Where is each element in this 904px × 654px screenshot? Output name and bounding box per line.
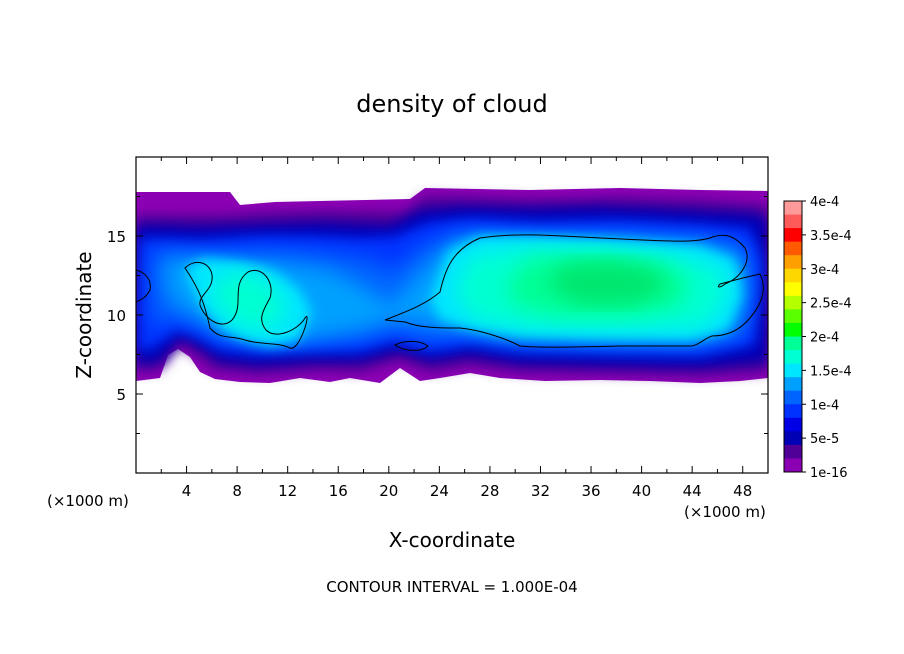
colorbar-swatch	[784, 458, 802, 473]
x-tick-label: 44	[683, 482, 702, 500]
colorbar-swatch	[784, 390, 802, 405]
colorbar-label: 4e-4	[810, 195, 839, 210]
cloud-band-green-peak	[545, 262, 665, 304]
colorbar-label: 3e-4	[810, 263, 839, 278]
colorbar-swatch	[784, 377, 802, 392]
contour-line-left-edge	[136, 269, 151, 303]
x-axis: 4 8 12 16 20 24 28 32 36 40 44 48	[160, 157, 752, 500]
x-tick-label: 32	[531, 482, 550, 500]
colorbar-swatch	[784, 282, 802, 297]
colorbar-swatch	[784, 431, 802, 446]
colorbar-swatch	[784, 309, 802, 324]
colorbar-label: 5e-5	[810, 432, 839, 447]
colorbar-swatch	[784, 336, 802, 351]
colorbar-swatch	[784, 322, 802, 337]
colorbar-label: 3.5e-4	[810, 229, 852, 244]
x-axis-units: (×1000 m)	[684, 503, 766, 521]
contour-line-left-eddy	[184, 261, 308, 349]
y-tick-label: 5	[116, 386, 126, 404]
x-tick-label: 16	[329, 482, 348, 500]
x-tick-label: 28	[480, 482, 499, 500]
colorbar-swatch	[784, 295, 802, 310]
x-tick-label: 4	[182, 482, 192, 500]
colorbar-swatch	[784, 363, 802, 378]
colorbar-swatch	[784, 255, 802, 270]
x-tick-label: 48	[733, 482, 752, 500]
colorbar-swatch	[784, 268, 802, 283]
colorbar: 4e-4 3.5e-4 3e-4 2.5e-4 2e-4 1.5e-4 1e-4 5e-5 1e…	[783, 195, 852, 481]
x-tick-label: 40	[632, 482, 651, 500]
cloud-band-aqua-left	[210, 272, 285, 330]
y-axis-units: (×1000 m)	[47, 492, 129, 510]
contour-line-core	[384, 234, 764, 348]
plot-area	[136, 157, 768, 473]
x-tick-label: 12	[278, 482, 297, 500]
contour-line-bottom-blob	[394, 340, 429, 351]
colorbar-label: 1.5e-4	[810, 364, 852, 379]
colorbar-swatch	[784, 350, 802, 365]
colorbar-label: 1e-4	[810, 398, 839, 413]
colorbar-swatch	[784, 444, 802, 459]
x-axis-title: X-coordinate	[389, 528, 516, 552]
colorbar-swatch	[784, 404, 802, 419]
colorbar-label: 2e-4	[810, 331, 839, 346]
x-tick-label: 8	[232, 482, 242, 500]
contour-lines	[136, 234, 764, 351]
x-tick-label: 24	[430, 482, 449, 500]
colorbar-swatch	[784, 214, 802, 229]
colorbar-swatch	[784, 417, 802, 432]
colorbar-label: 2.5e-4	[810, 297, 852, 312]
colorbar-swatch	[784, 241, 802, 256]
x-tick-label: 20	[379, 482, 398, 500]
y-tick-label: 15	[107, 228, 126, 246]
chart-title: density of cloud	[356, 90, 547, 118]
colorbar-swatch	[784, 228, 802, 243]
y-tick-label: 10	[107, 307, 126, 325]
colorbar-swatch	[784, 201, 802, 216]
x-tick-label: 36	[581, 482, 600, 500]
contour-interval-note: CONTOUR INTERVAL = 1.000E-04	[326, 578, 577, 596]
y-axis-title: Z-coordinate	[72, 251, 96, 378]
colorbar-label: 1e-16	[810, 466, 848, 481]
y-axis: 5 10 15	[107, 196, 768, 434]
